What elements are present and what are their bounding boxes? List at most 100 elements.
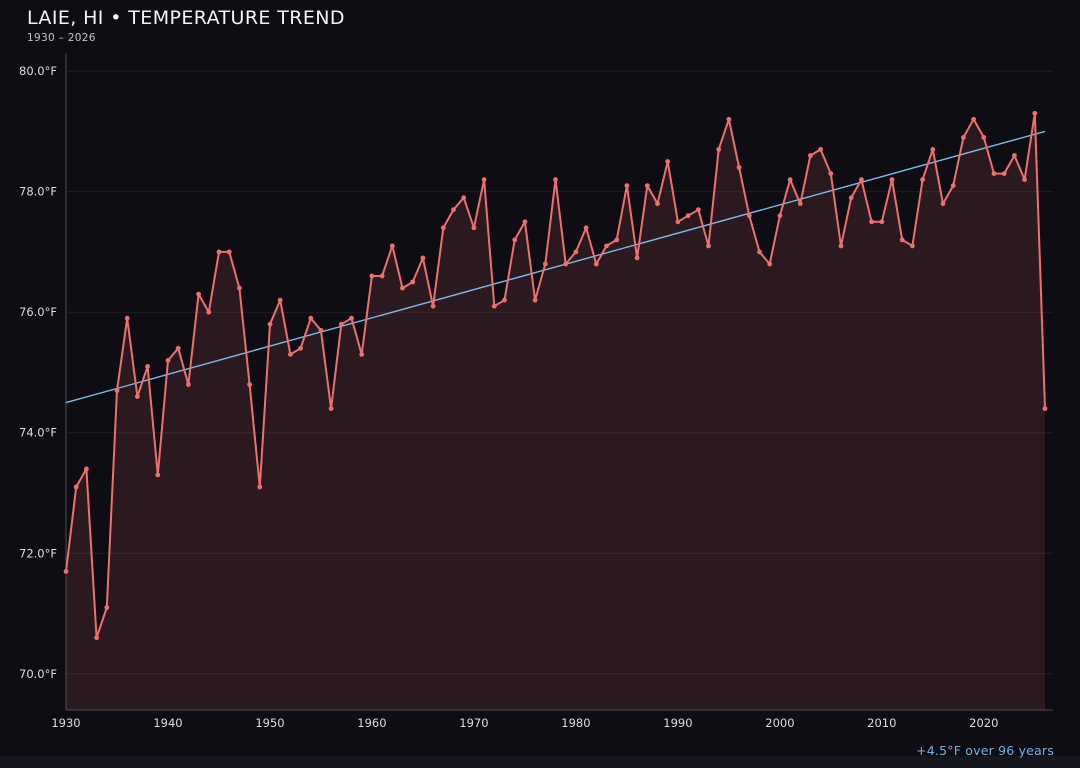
data-point bbox=[389, 243, 395, 249]
data-point bbox=[114, 388, 120, 393]
y-axis-tick-label: 70.0°F bbox=[19, 667, 57, 681]
data-point bbox=[94, 635, 99, 641]
data-point bbox=[247, 382, 253, 387]
data-point bbox=[685, 213, 691, 219]
data-point bbox=[859, 177, 864, 183]
data-point bbox=[400, 285, 405, 291]
data-point bbox=[145, 364, 151, 369]
data-point bbox=[186, 382, 191, 387]
data-point bbox=[634, 255, 640, 261]
data-point bbox=[237, 285, 242, 291]
data-point bbox=[644, 183, 650, 189]
data-point bbox=[1022, 177, 1027, 183]
data-point bbox=[757, 249, 762, 255]
chart-title: LAIE, HI • TEMPERATURE TREND bbox=[27, 7, 345, 29]
data-point bbox=[1032, 110, 1038, 116]
data-point bbox=[73, 484, 79, 490]
data-point bbox=[848, 195, 854, 201]
y-axis-tick-label: 74.0°F bbox=[19, 426, 57, 440]
data-point bbox=[522, 219, 528, 225]
x-axis-tick-label: 2000 bbox=[765, 716, 794, 730]
data-point bbox=[206, 309, 212, 315]
data-point bbox=[288, 352, 293, 357]
data-point bbox=[808, 153, 813, 158]
data-point bbox=[950, 183, 956, 189]
data-point bbox=[135, 394, 140, 399]
y-axis-tick-label: 80.0°F bbox=[19, 64, 57, 78]
x-axis-tick-label: 1930 bbox=[51, 716, 80, 730]
chart-header: LAIE, HI • TEMPERATURE TREND 1930 – 2026 bbox=[27, 7, 345, 44]
data-point bbox=[553, 177, 558, 183]
data-point bbox=[665, 159, 671, 164]
data-point bbox=[502, 297, 507, 303]
data-point bbox=[655, 201, 660, 207]
x-axis-tick-label: 1990 bbox=[663, 716, 692, 730]
y-axis-tick-label: 72.0°F bbox=[19, 546, 57, 560]
data-point bbox=[930, 147, 936, 152]
data-point bbox=[308, 315, 314, 321]
data-point bbox=[624, 183, 630, 189]
data-point bbox=[267, 321, 273, 327]
data-point bbox=[869, 219, 874, 225]
data-point bbox=[481, 177, 487, 183]
data-point bbox=[471, 225, 477, 231]
data-point bbox=[430, 303, 436, 309]
data-point bbox=[84, 466, 89, 472]
data-point bbox=[461, 195, 467, 201]
data-point bbox=[981, 135, 987, 140]
data-point bbox=[226, 249, 232, 255]
data-point bbox=[1012, 153, 1017, 158]
data-point bbox=[828, 171, 834, 177]
data-point bbox=[797, 201, 803, 207]
data-point bbox=[1042, 406, 1048, 411]
x-axis-tick-label: 1970 bbox=[459, 716, 488, 730]
data-point bbox=[175, 345, 181, 351]
data-point bbox=[961, 135, 966, 140]
y-axis-tick-label: 78.0°F bbox=[19, 185, 57, 199]
data-point bbox=[542, 261, 548, 267]
data-point bbox=[879, 219, 885, 225]
x-axis-tick-label: 2010 bbox=[867, 716, 896, 730]
data-point bbox=[63, 569, 69, 574]
data-point bbox=[440, 225, 446, 231]
data-point bbox=[787, 177, 793, 183]
data-point bbox=[614, 237, 620, 243]
data-point bbox=[216, 249, 222, 255]
x-axis-tick-label: 1950 bbox=[255, 716, 284, 730]
data-point bbox=[573, 249, 579, 255]
data-point bbox=[379, 273, 385, 279]
data-point bbox=[491, 303, 497, 309]
data-point bbox=[410, 279, 416, 285]
data-point bbox=[726, 116, 732, 122]
data-point bbox=[604, 243, 609, 249]
data-point bbox=[359, 352, 365, 357]
data-point bbox=[818, 147, 823, 152]
data-point bbox=[583, 225, 589, 231]
y-axis-tick-label: 76.0°F bbox=[19, 305, 57, 319]
data-point bbox=[920, 177, 925, 183]
data-point bbox=[675, 219, 681, 225]
data-point bbox=[777, 213, 783, 219]
data-point bbox=[767, 261, 773, 267]
data-point bbox=[971, 116, 976, 122]
data-point bbox=[155, 472, 161, 478]
data-point bbox=[451, 207, 456, 213]
data-point bbox=[593, 261, 599, 267]
data-point bbox=[910, 243, 915, 249]
data-point bbox=[736, 165, 742, 170]
data-point bbox=[563, 261, 569, 267]
data-point bbox=[899, 237, 905, 243]
data-point bbox=[746, 213, 752, 219]
data-point bbox=[124, 315, 130, 321]
data-point bbox=[196, 291, 202, 297]
series-area-fill bbox=[66, 113, 1045, 711]
data-point bbox=[1001, 171, 1007, 177]
data-point bbox=[889, 177, 895, 183]
data-point bbox=[328, 406, 334, 411]
data-point bbox=[165, 358, 171, 363]
data-point bbox=[349, 315, 354, 321]
x-axis-tick-label: 1940 bbox=[153, 716, 182, 730]
data-point bbox=[512, 237, 518, 243]
data-point bbox=[257, 484, 263, 490]
